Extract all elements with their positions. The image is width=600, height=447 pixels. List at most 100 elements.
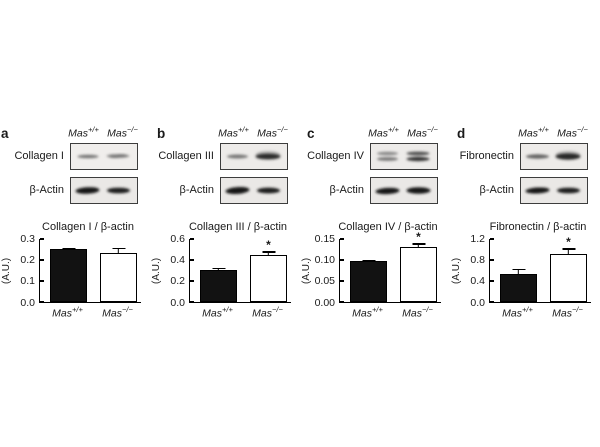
x-label-base: Mas [252,307,272,319]
error-bar [412,243,425,248]
lane-label-sup: −/− [577,125,588,134]
actin-blot-image [220,176,288,204]
y-axis-label: (A.U.) [1,257,12,284]
control-blot-row: β-Actin [450,176,600,204]
lane-label: Mas−/− [553,125,592,140]
bar [250,255,287,302]
y-tick-label: 0.0 [20,296,35,309]
lane-label-sup: +/+ [88,125,99,134]
blot-bands [526,150,581,160]
error-bar-line [267,251,270,256]
x-axis-labels: Mas+/+ Mas−/− [189,303,291,320]
bar-group-Mas−/−: * [550,236,587,302]
loading-control-label: β-Actin [179,184,214,196]
y-tick-label: 0.3 [20,232,35,245]
actin-blot-image [370,176,438,204]
x-label-base: Mas [502,307,522,319]
x-tick-label: Mas+/+ [49,305,86,320]
protein-label: Collagen IV [307,150,364,162]
lane-label-sup: −/− [127,125,138,134]
y-tick-mark [340,238,344,240]
x-label-base: Mas [402,307,422,319]
error-bar-line [567,248,570,254]
blot-area: Mas+/+ Mas−/− Collagen IV [300,125,450,204]
protein-label: Fibronectin [459,150,514,162]
lane-label-base: Mas [407,127,427,140]
error-bar-cap [562,248,575,250]
protein-blot-image [70,142,138,170]
y-tick-mark [490,280,494,282]
bar-group-Mas−/−: * [400,231,437,302]
chart-body: (A.U.) 0.0 0.1 0.2 0.3 [0,233,150,308]
x-axis-labels: Mas+/+ Mas−/− [339,303,441,320]
y-tick-mark [490,238,494,240]
protein-label: Collagen III [158,150,214,162]
lane-labels: Mas+/+ Mas −/− [214,125,292,140]
lane-labels: Mas+/+ Mas−/− [64,125,142,140]
panel-letter: d [457,126,466,141]
lane-label: Mas+/+ [514,125,553,140]
chart-body: (A.U.) 0.00 0.05 0.10 0.15 * [300,231,450,308]
panel-letter: a [1,126,9,141]
y-tick-label: 0.4 [170,253,185,266]
lane-label-base: Mas [368,127,388,140]
loading-control-label: β-Actin [29,184,64,196]
x-tick-label: Mas−/− [399,305,436,320]
actin-blot-image [70,176,138,204]
y-tick-label: 0.2 [20,253,35,266]
error-bar [62,247,75,250]
x-label-sup: −/− [422,304,433,314]
y-tick-mark [190,301,194,303]
lane-labels: Mas+/+ Mas−/− [364,125,442,140]
x-label-sup: +/+ [522,304,533,314]
y-tick-label: 0.4 [470,275,485,288]
y-tick-label: 0.05 [314,275,335,288]
bar-group-Mas+/+ [500,239,537,302]
chart-title: Collagen IV / β-actin [338,220,438,233]
plot-area: * [339,231,441,303]
x-axis-labels: Mas+/+ Mas−/− [489,303,591,320]
lane-label: Mas+/+ [64,125,103,140]
y-tick-mark [40,301,44,303]
control-blot-row: β-Actin [300,176,450,204]
x-label-sup: +/+ [72,304,83,314]
blot-bands [525,186,580,194]
x-tick-label: Mas+/+ [349,305,386,320]
x-label-base: Mas [102,307,122,319]
y-tick-label: 0.15 [314,232,335,245]
lane-label: Mas−/− [103,125,142,140]
lane-label: Mas−/− [403,125,442,140]
lane-label-sup: +/+ [238,125,249,134]
error-bar [262,251,275,256]
control-blot-row: β-Actin [150,176,300,204]
blot-bands [377,151,430,161]
x-label-base: Mas [202,307,222,319]
lane-label-base: Mas [218,127,238,140]
x-tick-label: Mas+/+ [199,305,236,320]
blot-bands-svg [71,177,137,203]
y-tick-label: 0.0 [470,296,485,309]
blot-bands [225,186,280,194]
y-axis-tick-labels: 0.0 0.1 0.2 0.3 [13,233,39,308]
blot-area: Mas+/+ Mas −/− Collagen III [150,125,300,204]
bar [400,247,437,302]
protein-blot-row: Fibronectin [450,142,600,170]
chart-title: Collagen III / β-actin [188,220,288,233]
lane-label-sup: −/− [427,125,438,134]
blot-bands-svg [521,177,587,203]
lane-label-base: Mas [68,127,88,140]
bar-group-Mas+/+ [350,239,387,302]
chart-body: (A.U.) 0.0 0.2 0.4 0.6 * [150,233,300,308]
x-label-base: Mas [52,307,72,319]
bar [100,252,137,302]
error-bar-cap [412,243,425,245]
lane-label-sup: −/− [277,125,288,134]
x-label-sup: −/− [272,304,283,314]
lane-label: Mas+/+ [214,125,253,140]
panel-b: b Mas+/+ Mas−/− Collagen III [150,124,300,319]
bar-group-Mas+/+ [200,239,237,302]
error-bar-line [517,268,520,274]
error-bar [362,259,375,262]
error-bar-line [117,247,120,253]
panel-letter: c [307,126,315,141]
